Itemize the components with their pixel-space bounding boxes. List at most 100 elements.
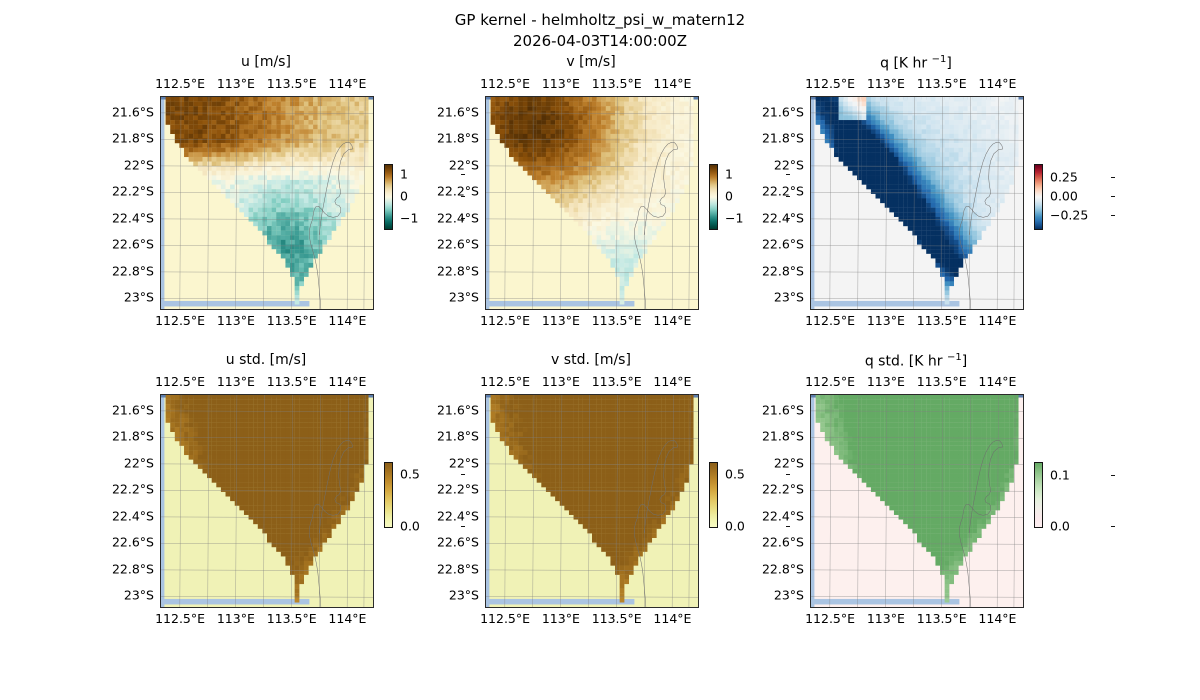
ytick-label: 23°S [773,587,804,603]
panel-u-xticks: 112.5°E 113°E 113.5°E 114°E [155,308,372,328]
panel-v_std-xticks-top: 112.5°E 113°E 113.5°E 114°E [480,374,697,394]
ytick-label: 22.8°S [436,561,479,577]
panel-q_std-map[interactable] [810,394,1024,608]
colorbar-v[interactable]: 1 0 −1 [709,164,790,230]
ytick-label: 22.8°S [761,561,804,577]
colorbar-tick-label: 0.1 [1050,467,1070,483]
panel-v-yticks: 21.6°S 21.8°S 22°S 22.2°S 22.4°S 22.6°S 22.8°S… [415,96,485,308]
panel-v-xticks: 112.5°E 113°E 113.5°E 114°E [480,308,697,328]
panel-title-text: q std. [K hr [864,353,947,370]
ytick-label: 21.6°S [761,402,804,418]
ytick-label: 22°S [773,157,804,173]
colorbar-q[interactable]: 0.25 0.00 −0.25 [1034,164,1115,230]
colorbar-tick-mark [786,173,790,175]
colorbar-tick-mark [1111,196,1115,197]
ytick-label: 22.4°S [111,210,154,226]
colorbar-q_std-gradient [1034,462,1043,528]
ytick-label: 22.2°S [436,481,479,497]
panel-q_std-title: q std. [K hr −1] [810,352,1022,370]
xtick-label: 114°E [978,313,1017,328]
colorbar-tick-label: 0.00 [1050,188,1078,204]
panel-u_std-map[interactable] [160,394,374,608]
ytick-label: 21.8°S [111,428,154,444]
xtick-label-top: 114°E [653,374,692,389]
colorbar-v_std[interactable]: 0.5 0.0 [709,462,790,534]
colorbar-tick-label: −0.25 [1050,207,1089,223]
xtick-label-top: 112.5°E [805,76,856,91]
panel-q_std-yticks: 21.6°S 21.8°S 22°S 22.2°S 22.4°S 22.6°S 22.8°S… [740,394,810,606]
ytick-label: 23°S [448,587,479,603]
colorbar-u[interactable]: 1 0 −1 [384,164,465,230]
xtick-label: 112.5°E [480,313,531,328]
ytick-label: 23°S [123,289,154,305]
colorbar-u_std[interactable]: 0.5 0.0 [384,462,465,534]
xtick-label-top: 112.5°E [805,374,856,389]
xtick-label-top: 113.5°E [266,76,317,91]
ytick-label: 23°S [123,587,154,603]
ytick-label: 22°S [773,455,804,471]
panel-u-xticks-top: 112.5°E 113°E 113.5°E 114°E [155,76,372,96]
colorbar-tick-mark [786,474,790,476]
colorbar-tick-label: 0.0 [1050,518,1070,534]
colorbar-v-gradient [709,164,718,230]
colorbar-q_std-ticks: 0.1 0.0 [1041,462,1115,534]
panel-v-map[interactable] [485,96,699,310]
colorbar-tick-label: 0.5 [725,466,745,482]
panel-v-title: v [m/s] [485,54,697,70]
suptitle-line-2: 2026-04-03T14:00:00Z [513,32,687,50]
panel-title-text: q [K hr [880,55,932,72]
ytick-label: 22°S [123,157,154,173]
colorbar-q-gradient [1034,164,1043,230]
ytick-label: 21.8°S [436,428,479,444]
colorbar-tick-label: −1 [725,210,744,226]
xtick-label: 113°E [216,611,255,626]
panel-u-yticks: 21.6°S 21.8°S 22°S 22.2°S 22.4°S 22.6°S 22.8°S… [90,96,160,308]
ytick-label: 21.8°S [761,428,804,444]
ytick-label: 22.6°S [761,236,804,252]
colorbar-q_std[interactable]: 0.1 0.0 [1034,462,1115,534]
ytick-label: 22°S [123,455,154,471]
panel-v_std-map[interactable] [485,394,699,608]
panel-v_std-xticks: 112.5°E 113°E 113.5°E 114°E [480,606,697,626]
colorbar-u-gradient [384,164,393,230]
panel-v_std-yticks: 21.6°S 21.8°S 22°S 22.2°S 22.4°S 22.6°S 22.8°S… [415,394,485,606]
ytick-label: 23°S [773,289,804,305]
panel-q-map[interactable] [810,96,1024,310]
panel-q: q [K hr −1] 112.5°E 113°E 113.5°E 114°E 112.5… [762,54,1024,328]
panel-u-title: u [m/s] [160,54,372,70]
xtick-label-top: 113°E [541,76,580,91]
colorbar-u_std-ticks: 0.5 0.0 [391,462,465,534]
xtick-label-top: 113°E [216,374,255,389]
ytick-label: 21.8°S [111,130,154,146]
panel-title-text: u [m/s] [241,54,291,70]
ytick-label: 22.2°S [111,481,154,497]
xtick-label: 113°E [866,611,905,626]
panel-u-map[interactable] [160,96,374,310]
panel-q-yticks: 21.6°S 21.8°S 22°S 22.2°S 22.4°S 22.6°S 22.8°S… [740,96,810,308]
ytick-label: 22.2°S [436,183,479,199]
xtick-label-top: 113°E [541,374,580,389]
xtick-label-top: 113°E [216,76,255,91]
xtick-label: 112.5°E [155,313,206,328]
ytick-label: 22.6°S [111,236,154,252]
panel-u_std-title: u std. [m/s] [160,352,372,368]
ytick-label: 22.8°S [111,263,154,279]
panel-u_std-xticks-top: 112.5°E 113°E 113.5°E 114°E [155,374,372,394]
panel-title-text: v std. [m/s] [551,352,631,368]
ytick-label: 22.6°S [761,534,804,550]
xtick-label: 114°E [328,313,367,328]
xtick-label: 114°E [328,611,367,626]
ytick-label: 22°S [448,157,479,173]
panel-v-xticks-top: 112.5°E 113°E 113.5°E 114°E [480,76,697,96]
ytick-label: 22.2°S [111,183,154,199]
xtick-label-top: 113.5°E [916,76,967,91]
ytick-label: 21.6°S [761,104,804,120]
panel-title-exponent: −1 [931,54,947,65]
ytick-label: 21.6°S [111,104,154,120]
colorbar-tick-label: 0 [725,188,733,204]
colorbar-tick-mark [786,196,790,197]
panel-q-title: q [K hr −1] [810,54,1022,72]
ytick-label: 22.2°S [761,183,804,199]
panel-q_std-xticks-top: 112.5°E 113°E 113.5°E 114°E [805,374,1022,394]
xtick-label: 114°E [653,611,692,626]
